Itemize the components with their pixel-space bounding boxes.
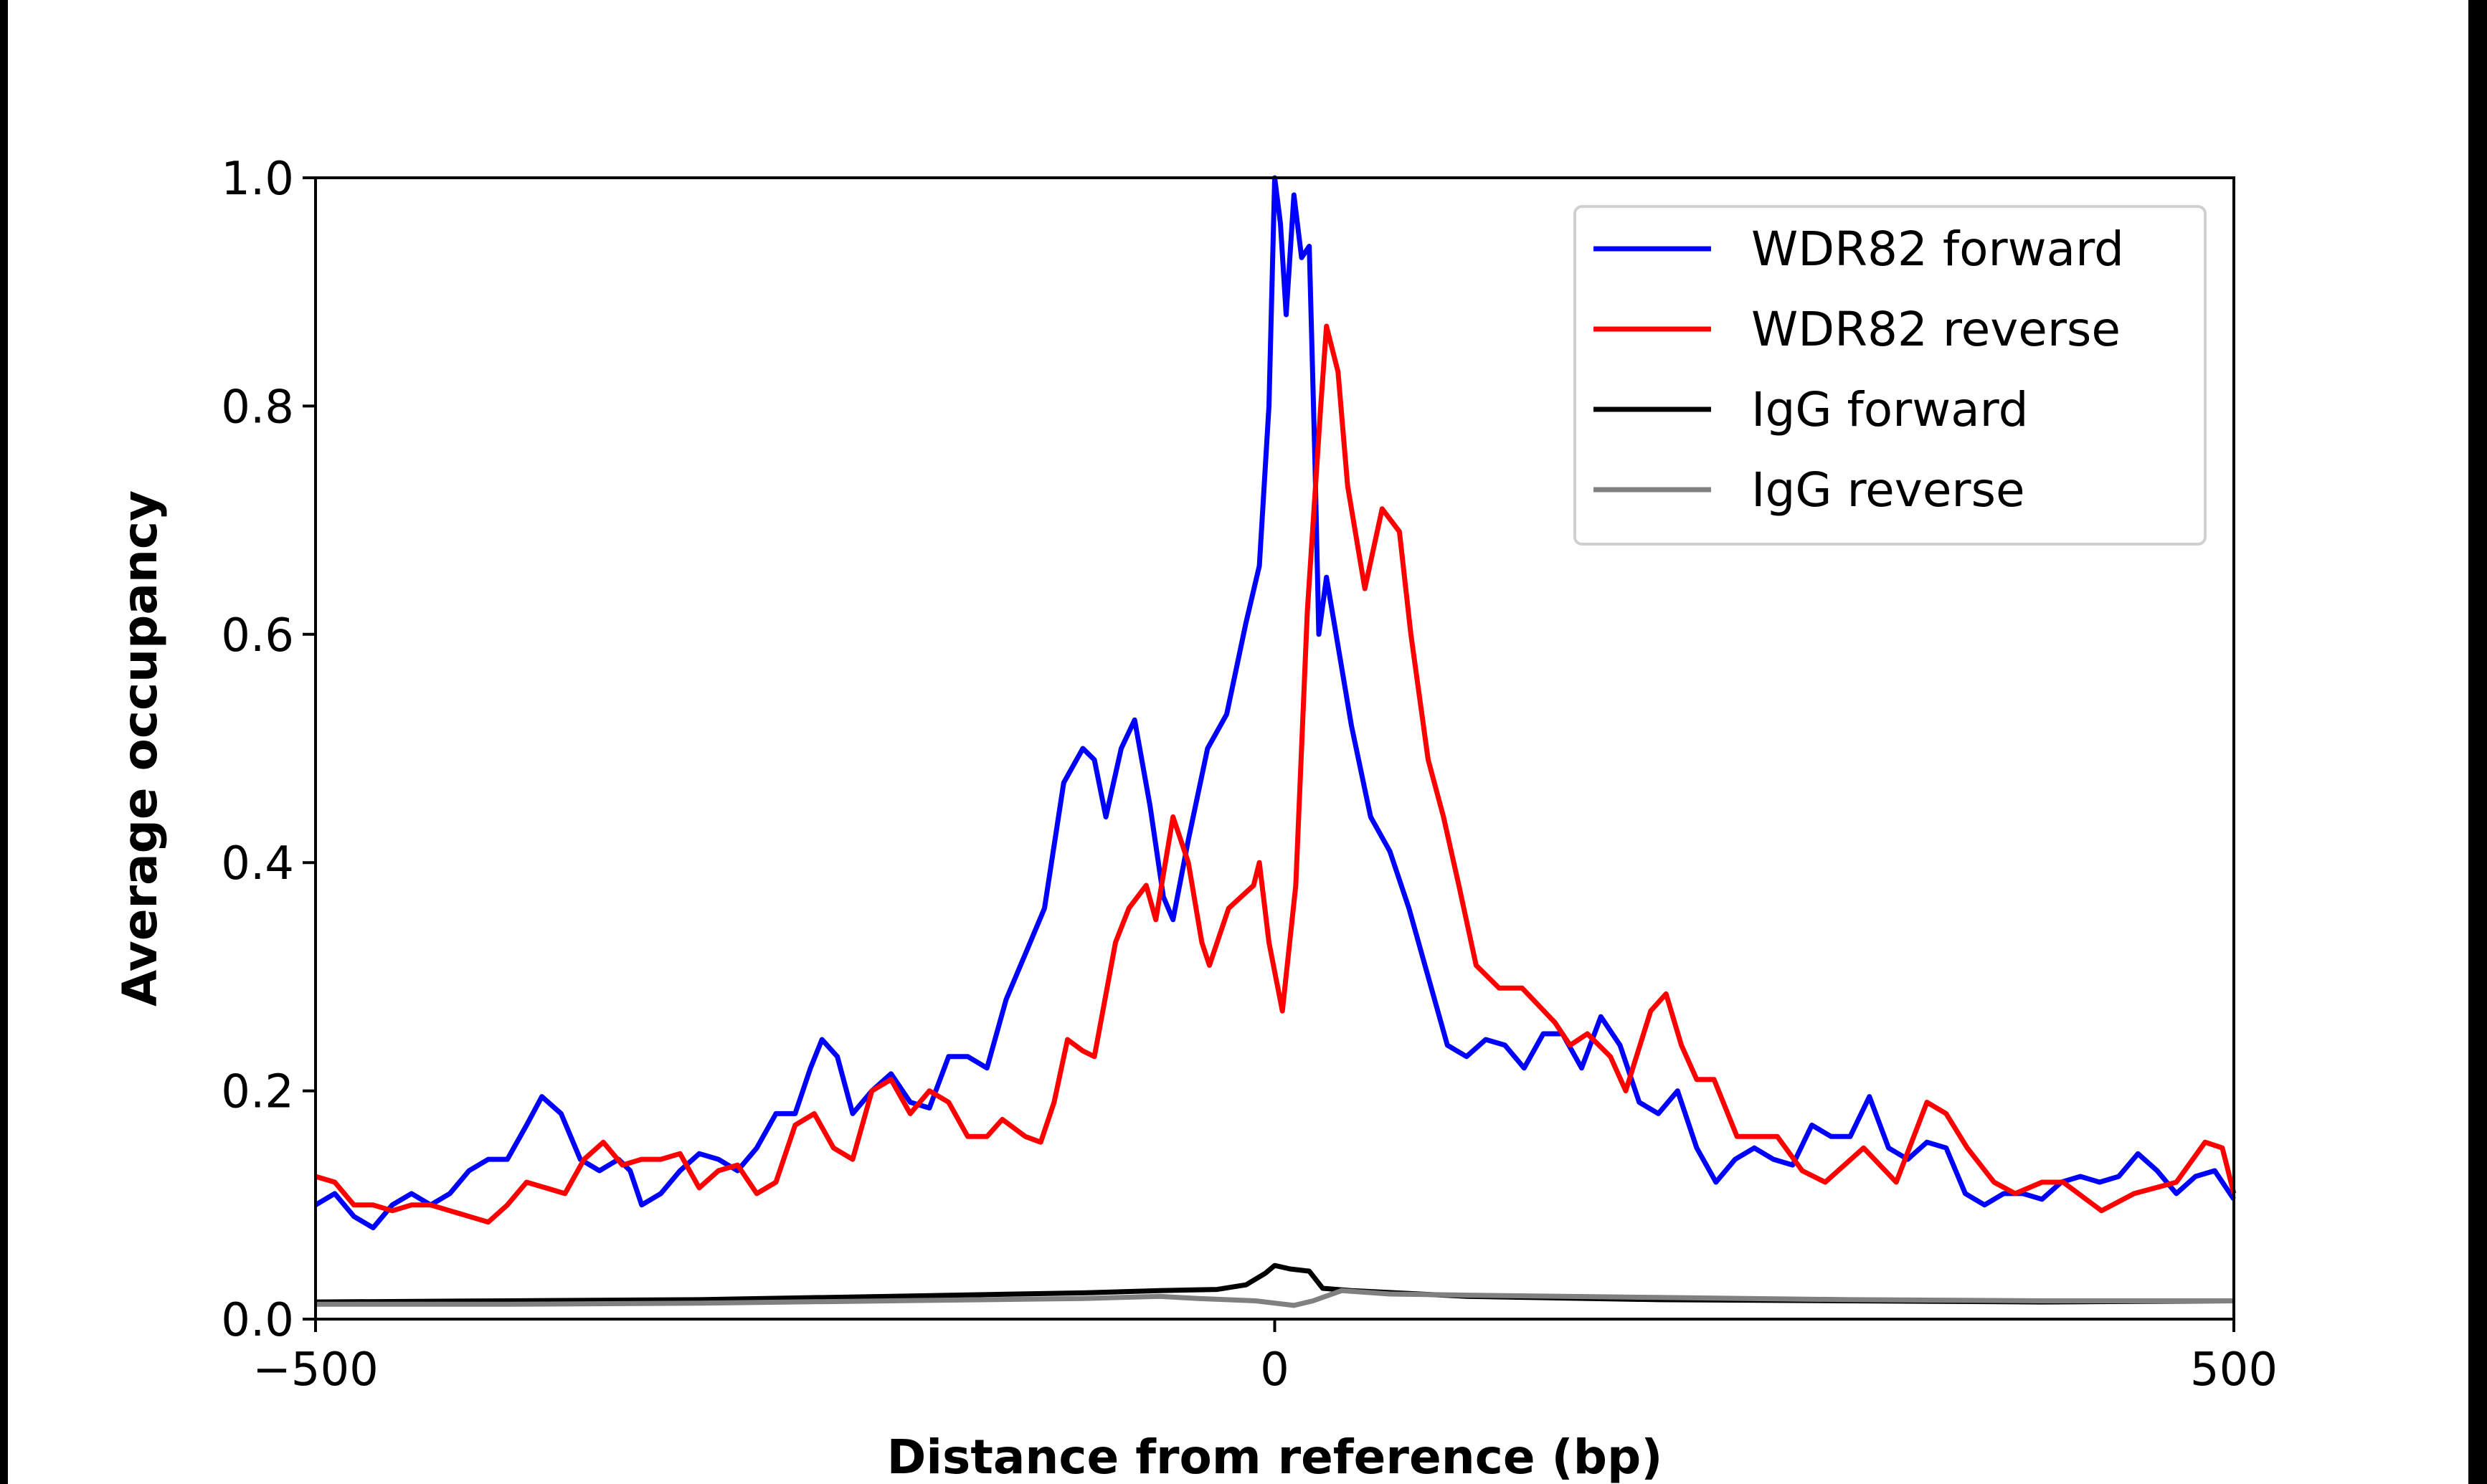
legend-item: WDR82 reverse	[1593, 302, 2121, 357]
y-tick-label: 0.4	[221, 837, 294, 890]
y-axis-label: Average occupancy	[113, 490, 168, 1007]
series-line-igg-reverse	[316, 1288, 2234, 1308]
x-tick-label: 500	[2190, 1343, 2278, 1397]
legend-item: IgG reverse	[1593, 462, 2025, 518]
legend-label: IgG forward	[1751, 382, 2029, 437]
y-tick-label: 0.8	[221, 381, 294, 434]
x-tick-label: −500	[252, 1343, 379, 1397]
series-line-igg-forward	[315, 1262, 2235, 1305]
legend-box	[1573, 205, 2207, 546]
legend-label: IgG reverse	[1751, 462, 2025, 518]
y-tick-label: 0.6	[221, 609, 294, 662]
right-border	[2468, 0, 2487, 1484]
legend-label: WDR82 forward	[1751, 222, 2124, 277]
legend-label: WDR82 reverse	[1751, 302, 2121, 357]
y-tick-label: 1.0	[221, 153, 294, 206]
legend-item: IgG forward	[1593, 382, 2029, 437]
x-tick-label: 0	[1260, 1343, 1289, 1397]
legend: WDR82 forward WDR82 reverse IgG forward IgG…	[1573, 205, 2207, 546]
series-line-wdr82-reverse	[314, 323, 2237, 1225]
ticks-layer: −500 0 500 0.0 0.2 0.4 0.6 0.8 1.0	[221, 153, 2278, 1397]
legend-item: WDR82 forward	[1593, 222, 2124, 277]
y-tick-label: 0.0	[221, 1294, 294, 1347]
y-tick-label: 0.2	[221, 1066, 294, 1119]
left-border	[0, 0, 8, 1484]
x-axis-label: Distance from reference (bp)	[887, 1430, 1663, 1484]
